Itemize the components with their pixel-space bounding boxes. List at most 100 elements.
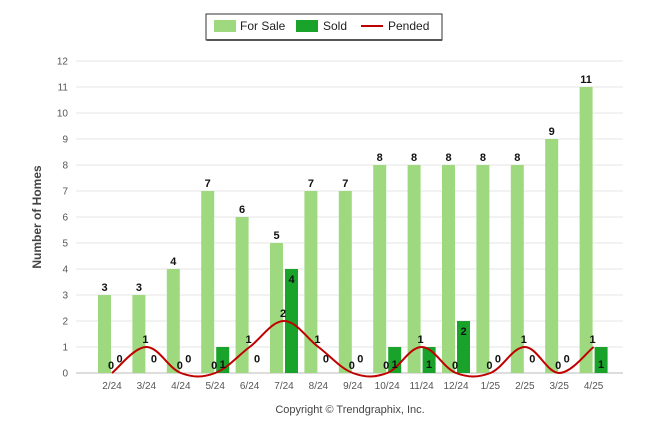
data-label-pended: 1 [246,334,252,346]
data-label-for-sale: 3 [136,282,142,294]
y-tick-label: 9 [62,135,68,146]
data-label-sold: 0 [564,354,570,366]
bar-for-sale [407,165,421,373]
data-label-sold: 1 [392,359,398,371]
bar-for-sale [304,191,318,373]
y-tick-label: 1 [62,343,68,354]
data-label-pended: 0 [108,360,114,372]
data-label-sold: 0 [151,354,157,366]
data-label-pended: 0 [349,360,355,372]
legend-label-for-sale: For Sale [240,19,286,33]
bar-for-sale [510,165,524,373]
data-label-sold: 1 [220,359,226,371]
bar-for-sale [442,165,455,373]
data-label-pended: 0 [486,360,492,372]
x-tick-label: 10/24 [375,381,400,392]
y-tick-label: 4 [62,265,68,276]
bar-for-sale [270,243,283,373]
x-tick-label: 1/25 [481,381,501,392]
y-tick-label: 0 [62,369,68,380]
data-label-for-sale: 8 [377,152,383,164]
legend-swatch-sold [296,20,318,32]
data-label-sold: 0 [495,354,501,366]
data-label-pended: 0 [211,360,217,372]
data-label-pended: 0 [452,360,458,372]
data-label-for-sale: 8 [514,152,520,164]
data-label-pended: 1 [142,334,148,346]
data-label-pended: 1 [418,334,424,346]
legend-label-pended: Pended [388,19,429,33]
data-label-sold: 0 [357,354,363,366]
bar-for-sale [579,87,593,373]
data-label-sold: 0 [254,354,260,366]
pended-line-path [111,319,595,378]
y-tick-label: 5 [62,239,68,250]
data-label-for-sale: 4 [170,256,177,268]
y-tick-label: 10 [57,109,69,120]
y-axis-title: Number of Homes [30,165,44,269]
bars [98,87,608,373]
x-axis-ticks: 2/24 3/24 4/24 5/24 6/24 7/24 8/24 9/24 10/24 11/… [102,381,604,392]
data-label-for-sale: 8 [411,152,417,164]
x-tick-label: 4/24 [171,381,191,392]
data-label-sold: 0 [185,354,191,366]
data-label-for-sale: 8 [480,152,486,164]
bar-for-sale [373,165,387,373]
data-label-sold: 0 [116,354,122,366]
x-tick-label: 8/24 [309,381,329,392]
y-tick-label: 6 [62,213,68,224]
x-tick-label: 3/25 [549,381,569,392]
legend-label-sold: Sold [323,19,347,33]
bar-for-sale [235,217,249,373]
data-label-pended: 1 [521,334,527,346]
bar-for-sale [98,295,111,373]
data-label-for-sale: 11 [580,74,592,86]
data-label-pended: 0 [555,360,561,372]
data-label-pended: 0 [383,360,389,372]
x-tick-label: 5/24 [205,381,225,392]
bar-for-sale [166,269,180,373]
bar-for-sale [338,191,352,373]
bar-sold [594,347,608,373]
data-label-sold: 1 [426,359,432,371]
x-tick-label: 4/25 [584,381,604,392]
data-label-sold: 0 [529,354,535,366]
data-label-for-sale: 3 [101,282,107,294]
data-label-for-sale: 7 [205,178,211,190]
data-label-for-sale: 9 [549,126,555,138]
data-label-for-sale: 6 [239,204,245,216]
x-tick-label: 11/24 [409,381,434,392]
bar-sold [422,347,436,373]
data-label-sold: 1 [598,359,604,371]
x-tick-label: 7/24 [274,381,294,392]
bar-for-sale [132,295,146,373]
data-label-pended: 1 [590,334,596,346]
y-tick-label: 12 [57,57,69,68]
x-tick-label: 6/24 [240,381,260,392]
copyright-footer: Copyright © Trendgraphix, Inc. [275,404,424,416]
y-tick-label: 2 [62,317,68,328]
x-tick-label: 2/25 [515,381,535,392]
bar-sold [285,269,298,373]
y-tick-label: 7 [62,187,68,198]
bar-for-sale [476,165,490,373]
y-tick-label: 8 [62,161,68,172]
data-label-for-sale: 5 [273,230,279,242]
y-tick-label: 3 [62,291,68,302]
data-label-sold: 4 [288,274,295,286]
data-label-for-sale: 8 [445,152,451,164]
data-label-sold: 0 [323,354,329,366]
data-label-pended: 2 [280,308,286,320]
bar-sold [388,347,402,373]
legend-box [205,13,443,41]
bar-for-sale [545,139,559,373]
legend-swatch-for-sale [214,20,236,32]
bar-for-sale [201,191,215,373]
legend: For Sale Sold Pended [205,13,443,41]
data-label-for-sale: 7 [308,178,314,190]
data-label-pended: 1 [314,334,320,346]
x-tick-label: 3/24 [137,381,157,392]
